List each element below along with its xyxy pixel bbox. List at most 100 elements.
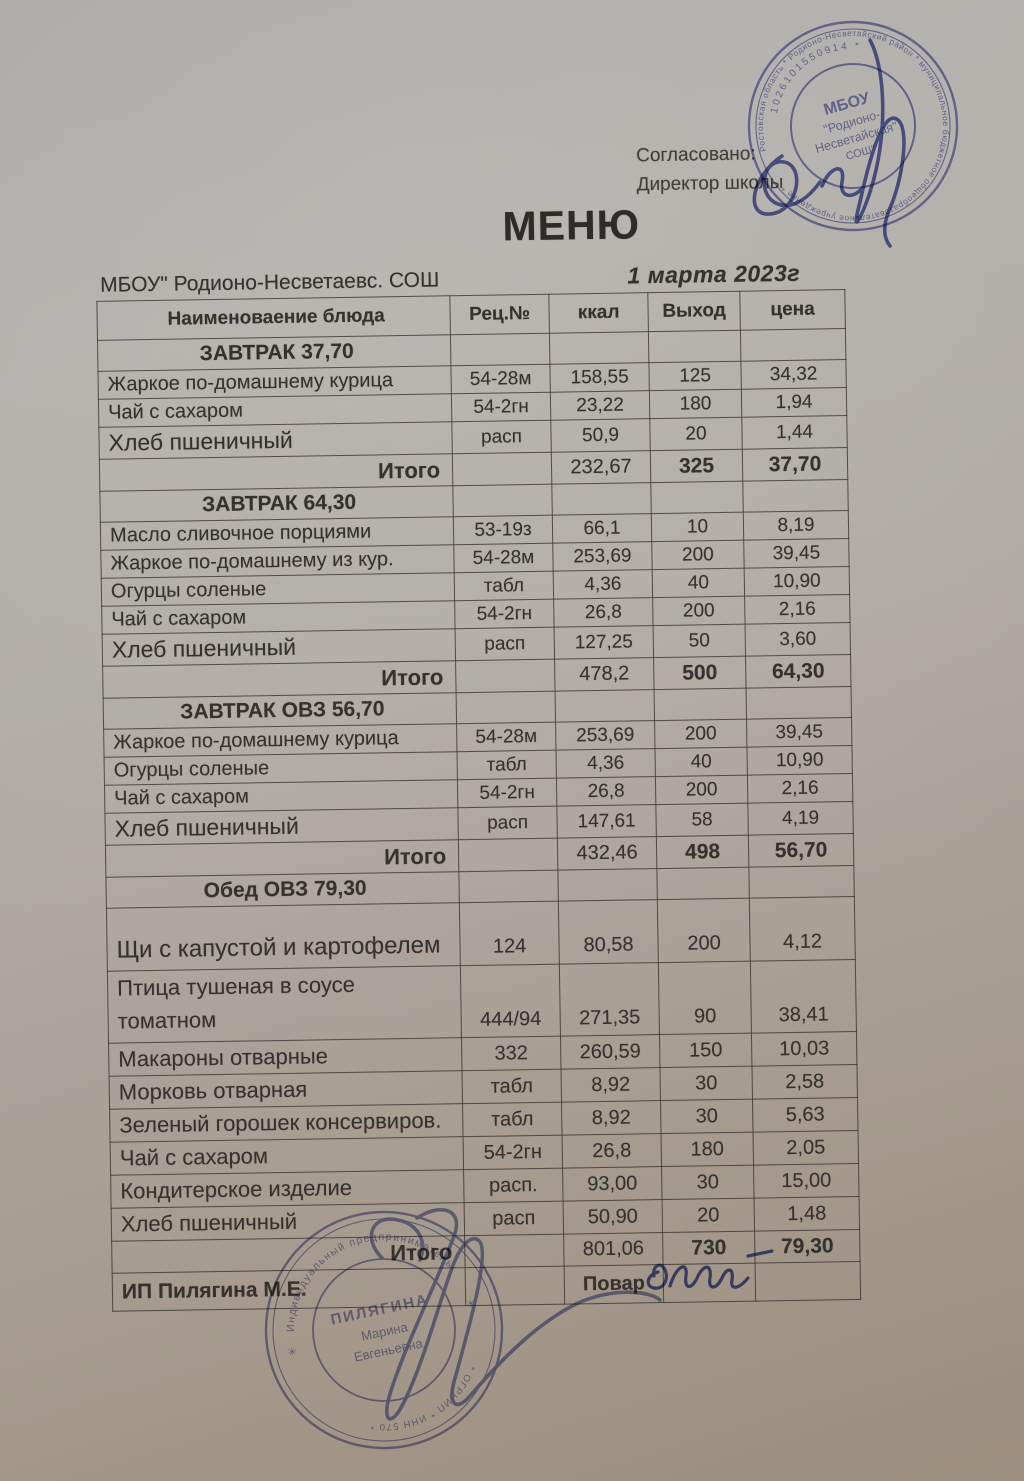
recipe-cell: табл [462,1069,562,1104]
stamp-center-line2: "Родионо- [822,107,882,136]
dish-name-cell: Кондитерское изделие [110,1169,465,1209]
approval-line2: Директор школы [636,172,784,196]
empty-cell [450,333,550,366]
recipe-cell: расп [457,806,558,840]
empty-cell [555,689,655,723]
output-cell: 30 [660,1099,754,1134]
output-cell: 40 [652,568,745,598]
dish-name: Хлеб пшеничный [114,812,300,842]
kcal-cell: 26,8 [562,1133,662,1169]
dish-name: Чай с сахаром [111,606,247,631]
dish-name: Хлеб пшеничный [111,633,297,663]
stamp-center-line3: Евгеньевна [353,1335,425,1364]
dish-name: Зеленый горошек консервиров. [119,1107,442,1138]
price-cell: 2,16 [744,594,851,625]
output-cell: 30 [659,1066,753,1101]
price-cell: 10,90 [746,745,853,776]
supplier-cell: ИП Пилягина М.Е. [112,1267,466,1312]
recipe-cell: 54-2гн [457,778,557,808]
total-price-cell: 64,30 [745,654,852,689]
output-cell: 20 [649,417,743,451]
school-name: МБОУ" Родионо-Несветаевс. СОШ [99,268,440,297]
recipe-cell: 54-2гн [463,1135,563,1170]
output-cell: 200 [654,719,747,749]
approval-line1: Согласовано: [635,143,756,167]
empty-cell [549,331,649,365]
empty-cell [654,688,747,721]
empty-cell [456,691,556,724]
menu-sheet: Согласовано: Директор школы МЕНЮ МБОУ" Р… [84,138,874,1312]
output-cell: 125 [648,361,742,391]
kcal-cell: 147,61 [556,804,657,839]
empty-cell [465,1266,565,1306]
kcal-cell: 23,22 [550,390,650,421]
output-cell: 200 [657,898,751,963]
dish-name: Щи с капустой и картофелем [116,931,441,964]
kcal-cell: 260,59 [560,1034,660,1070]
output-cell: 90 [658,961,752,1035]
price-cell: 4,12 [749,896,856,962]
output-cell: 40 [654,747,748,777]
dish-name-cell: Щи с капустой и картофелем [106,902,461,972]
empty-cell [458,838,558,872]
price-cell: 10,03 [751,1031,857,1067]
kcal-cell: 50,90 [563,1199,663,1235]
total-output-cell: 500 [653,656,747,690]
price-cell: 10,90 [744,566,850,597]
empty-cell [452,452,552,486]
dish-name-cell: Птица тушеная в соусе томатном [107,965,462,1044]
dish-name: Хлеб пшеничный [120,1208,298,1237]
cook-signature-cell [663,1263,756,1303]
price-cell: 3,60 [745,622,851,657]
dish-name: Огурцы соленые [110,578,267,603]
price-cell: 2,05 [753,1130,859,1166]
recipe-cell: табл [462,1102,563,1137]
header-recipe: Рец.№ [449,294,550,335]
recipe-cell: 54-28м [456,722,556,752]
output-cell: 50 [653,624,746,658]
dish-name: Чай с сахаром [119,1143,269,1171]
recipe-cell: расп [464,1201,564,1236]
recipe-cell: расп [451,420,552,454]
output-cell: 200 [652,596,746,626]
cook-label-cell: Повар [564,1264,664,1305]
kcal-cell: 8,92 [560,1067,661,1103]
dish-name: Хлеб пшеничный [108,426,293,456]
recipe-cell: табл [454,571,554,601]
recipe-cell: расп. [463,1168,564,1203]
empty-cell [455,659,556,693]
output-cell: 10 [651,512,744,542]
recipe-cell: 54-28м [450,364,551,394]
total-kcal-cell: 478,2 [554,657,655,692]
dish-name: Кондитерское изделие [120,1174,353,1204]
page-title: МЕНЮ [502,201,641,250]
dish-name: Жаркое по-домашнему курица [107,369,394,396]
empty-cell [648,330,741,363]
menu-date: 1 марта 2023г [627,259,801,289]
recipe-cell: 54-2гн [451,392,551,422]
recipe-cell: 124 [459,901,560,966]
stamp-ring-text-bottom: * ОГРНИП * ИНН 570 * [360,1362,487,1437]
stamp-center-line2: Марина [360,1319,410,1344]
total-kcal-cell: 801,06 [563,1232,664,1267]
dish-name-cell: Чай с сахаром [110,1136,464,1176]
empty-cell [748,865,855,899]
total-output-cell: 498 [656,835,749,869]
output-cell: 200 [651,540,745,570]
empty-cell [746,686,852,720]
empty-cell [452,484,553,517]
empty-cell [656,867,750,900]
dish-row: Птица тушеная в соусе томатном 444/94 271,… [107,959,857,1044]
dish-name-cell: Макароны отварные [108,1037,463,1077]
dish-name: Жаркое по-домашнему из кур. [110,548,394,575]
kcal-cell: 253,69 [552,541,653,572]
empty-cell [458,870,559,903]
recipe-cell: табл [456,750,557,780]
kcal-cell: 80,58 [558,899,659,965]
header-price: цена [739,289,846,331]
total-kcal-cell: 232,67 [551,450,651,485]
price-cell: 5,63 [752,1097,858,1133]
dish-name: Чай с сахаром [114,785,250,810]
dish-name-cell: Хлеб пшеничный [111,1202,465,1242]
price-cell: 15,00 [753,1163,860,1199]
